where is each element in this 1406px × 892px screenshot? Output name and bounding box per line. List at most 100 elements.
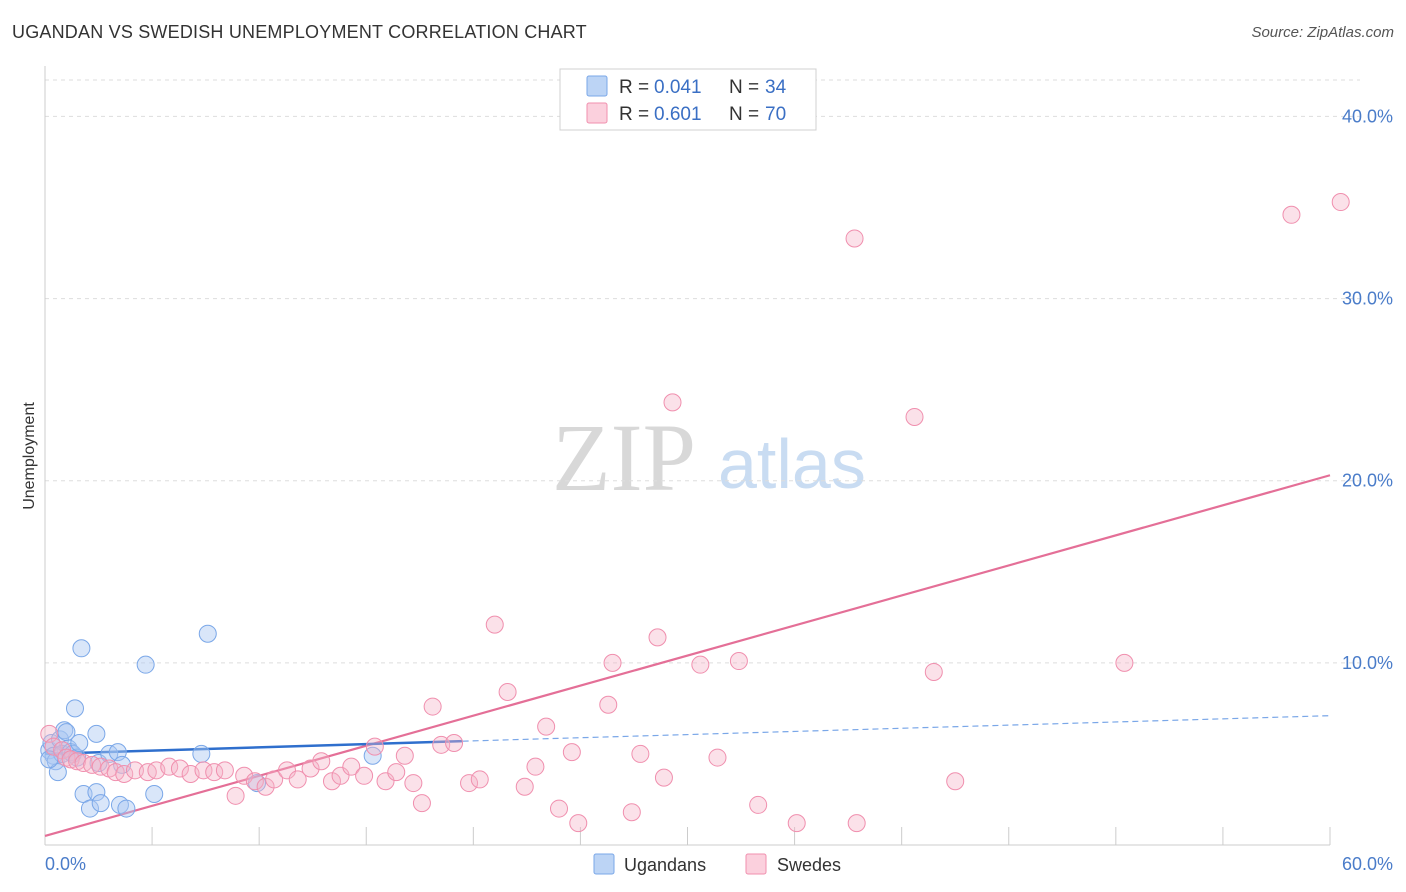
- point-swedes: [631, 744, 650, 763]
- legend-swatch-ugandans: [586, 75, 608, 97]
- point-swedes: [288, 770, 307, 789]
- point-ugandans: [70, 734, 89, 752]
- legend-swatch-swedes: [586, 102, 608, 124]
- series-legend: Ugandans Swedes: [593, 853, 841, 875]
- y-tick-label-30: 30.0%: [1342, 289, 1393, 309]
- chart-title: UGANDAN VS SWEDISH UNEMPLOYMENT CORRELAT…: [12, 22, 587, 42]
- x-tick-label-max: 60.0%: [1342, 854, 1393, 874]
- point-swedes: [115, 764, 134, 783]
- point-swedes: [654, 768, 673, 787]
- point-ugandans: [48, 763, 67, 782]
- bottom-legend-label-swedes: Swedes: [777, 855, 841, 875]
- point-swedes: [322, 772, 341, 791]
- correlation-legend: R = 0.041 N = 34 R = 0.601 N = 70: [559, 68, 817, 131]
- point-swedes: [395, 746, 414, 765]
- bottom-legend-swatch-ugandans: [593, 853, 615, 875]
- y-tick-label-10: 10.0%: [1342, 653, 1393, 673]
- point-swedes: [265, 770, 284, 789]
- point-swedes: [847, 814, 866, 833]
- point-swedes: [387, 763, 406, 782]
- legend-n-label-ugandans: N =: [729, 77, 759, 98]
- point-ugandans: [72, 639, 91, 658]
- point-swedes: [342, 757, 361, 776]
- point-swedes: [226, 786, 245, 805]
- point-swedes: [526, 757, 545, 776]
- point-swedes: [537, 717, 556, 736]
- point-swedes: [423, 697, 442, 716]
- point-swedes: [235, 766, 254, 785]
- point-swedes: [691, 655, 710, 674]
- point-swedes: [215, 761, 234, 780]
- point-swedes: [68, 752, 87, 771]
- point-swedes: [1331, 193, 1350, 212]
- watermark-atlas: atlas: [718, 425, 866, 503]
- point-swedes: [648, 628, 667, 647]
- point-swedes: [845, 229, 864, 248]
- point-ugandans: [91, 794, 110, 813]
- point-swedes: [445, 734, 464, 752]
- point-swedes: [412, 794, 431, 813]
- point-ugandans: [198, 624, 217, 643]
- point-swedes: [515, 777, 534, 796]
- point-swedes: [924, 662, 943, 681]
- source-credit: Source: ZipAtlas.com: [1251, 24, 1394, 41]
- point-ugandans: [46, 752, 65, 771]
- y-axis-label: Unemployment: [21, 402, 38, 510]
- legend-n-value-swedes: 70: [765, 104, 786, 125]
- point-swedes: [599, 695, 618, 714]
- point-swedes: [905, 407, 924, 426]
- point-ugandans: [65, 699, 84, 718]
- trend-line-ugandans-extension: [462, 715, 1331, 742]
- point-swedes: [603, 653, 622, 672]
- legend-r-value-swedes: 0.601: [654, 104, 702, 125]
- legend-n-value-ugandans: 34: [765, 77, 787, 98]
- trend-lines: [44, 474, 1331, 837]
- axes: [44, 66, 1331, 846]
- trend-line-ugandans: [44, 739, 463, 756]
- point-ugandans: [145, 785, 164, 803]
- point-swedes: [485, 615, 504, 634]
- point-swedes: [498, 683, 517, 701]
- legend-r-value-ugandans: 0.041: [654, 77, 702, 98]
- point-swedes: [170, 759, 189, 778]
- point-swedes: [946, 772, 965, 791]
- bottom-legend-swatch-swedes: [745, 853, 767, 875]
- point-swedes: [404, 774, 423, 793]
- point-ugandans: [192, 744, 211, 763]
- point-swedes: [569, 814, 588, 833]
- point-ugandans: [117, 799, 136, 818]
- legend-r-label-ugandans: R =: [619, 77, 649, 98]
- point-swedes: [365, 737, 384, 756]
- x-tick-label-min: 0.0%: [45, 854, 86, 874]
- point-ugandans: [87, 783, 106, 802]
- point-ugandans: [87, 724, 106, 743]
- point-ugandans: [136, 655, 155, 674]
- point-swedes: [301, 759, 320, 778]
- point-swedes: [355, 766, 374, 785]
- point-swedes: [550, 799, 568, 818]
- bottom-legend-label-ugandans: Ugandans: [624, 855, 706, 875]
- point-ugandans: [80, 799, 99, 818]
- point-swedes: [708, 748, 727, 767]
- point-swedes: [1282, 205, 1301, 224]
- point-swedes: [562, 743, 581, 762]
- point-swedes: [622, 803, 641, 822]
- y-tick-label-40: 40.0%: [1342, 106, 1393, 126]
- y-tick-label-20: 20.0%: [1342, 471, 1393, 491]
- point-swedes: [663, 393, 682, 412]
- point-swedes: [470, 770, 489, 789]
- point-swedes: [312, 752, 331, 771]
- watermark-zip: ZIP: [552, 404, 696, 511]
- trend-line-swedes: [44, 474, 1331, 837]
- point-swedes: [245, 772, 264, 791]
- data-points: [40, 193, 1350, 833]
- tick-labels: 10.0% 20.0% 30.0% 40.0% 0.0% 60.0%: [45, 106, 1393, 874]
- legend-n-label-swedes: N =: [729, 104, 759, 125]
- point-swedes: [460, 774, 479, 793]
- point-swedes: [749, 795, 768, 814]
- legend-r-label-swedes: R =: [619, 104, 649, 125]
- grid-lines: [45, 79, 1360, 664]
- point-swedes: [1115, 653, 1134, 672]
- point-swedes: [729, 652, 748, 671]
